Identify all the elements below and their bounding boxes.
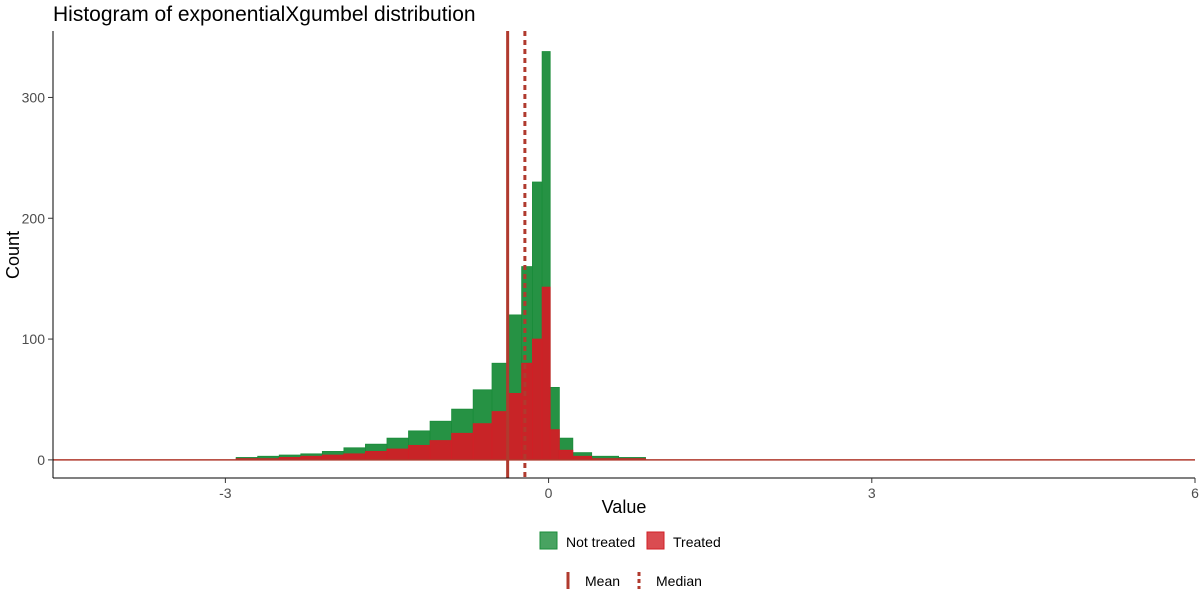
- bar: [558, 449, 574, 461]
- y-tick-label: 100: [22, 331, 46, 347]
- bar: [507, 393, 523, 461]
- bar: [386, 448, 409, 461]
- bar: [532, 338, 543, 461]
- y-tick-label: 0: [37, 452, 45, 468]
- bar: [429, 440, 453, 461]
- x-tick-label: -3: [219, 485, 232, 501]
- y-tick-label: 300: [22, 89, 46, 105]
- bar: [408, 444, 431, 461]
- x-tick-label: 0: [545, 485, 553, 501]
- y-tick-label: 200: [22, 210, 46, 226]
- bar: [343, 453, 366, 461]
- x-tick-label: 3: [868, 485, 876, 501]
- x-tick-label: 6: [1191, 485, 1199, 501]
- series-1: [235, 286, 646, 461]
- legend-fill: Not treated Treated: [539, 531, 721, 550]
- bar: [491, 411, 509, 461]
- y-axis-label: Count: [3, 231, 23, 279]
- x-axis-label: Value: [602, 497, 647, 517]
- bar: [365, 451, 388, 461]
- bar: [541, 286, 551, 461]
- chart-title: Histogram of exponentialXgumbel distribu…: [53, 3, 476, 26]
- bar: [549, 429, 560, 461]
- bar: [472, 423, 493, 461]
- legend-key-0: [539, 531, 558, 550]
- plot-area: [53, 31, 1195, 478]
- legend-lines: Mean Median: [566, 572, 702, 589]
- bar: [451, 432, 474, 461]
- legend-label-1: Treated: [673, 534, 721, 550]
- axes: -3 0 3 6 0 100 200 300: [22, 31, 1199, 501]
- legend-key-1: [646, 531, 665, 550]
- legend-label-0: Not treated: [566, 534, 635, 550]
- legend-line-label-0: Mean: [585, 573, 620, 589]
- bar: [521, 362, 533, 461]
- series-0: [235, 51, 646, 461]
- legend-line-label-1: Median: [656, 573, 702, 589]
